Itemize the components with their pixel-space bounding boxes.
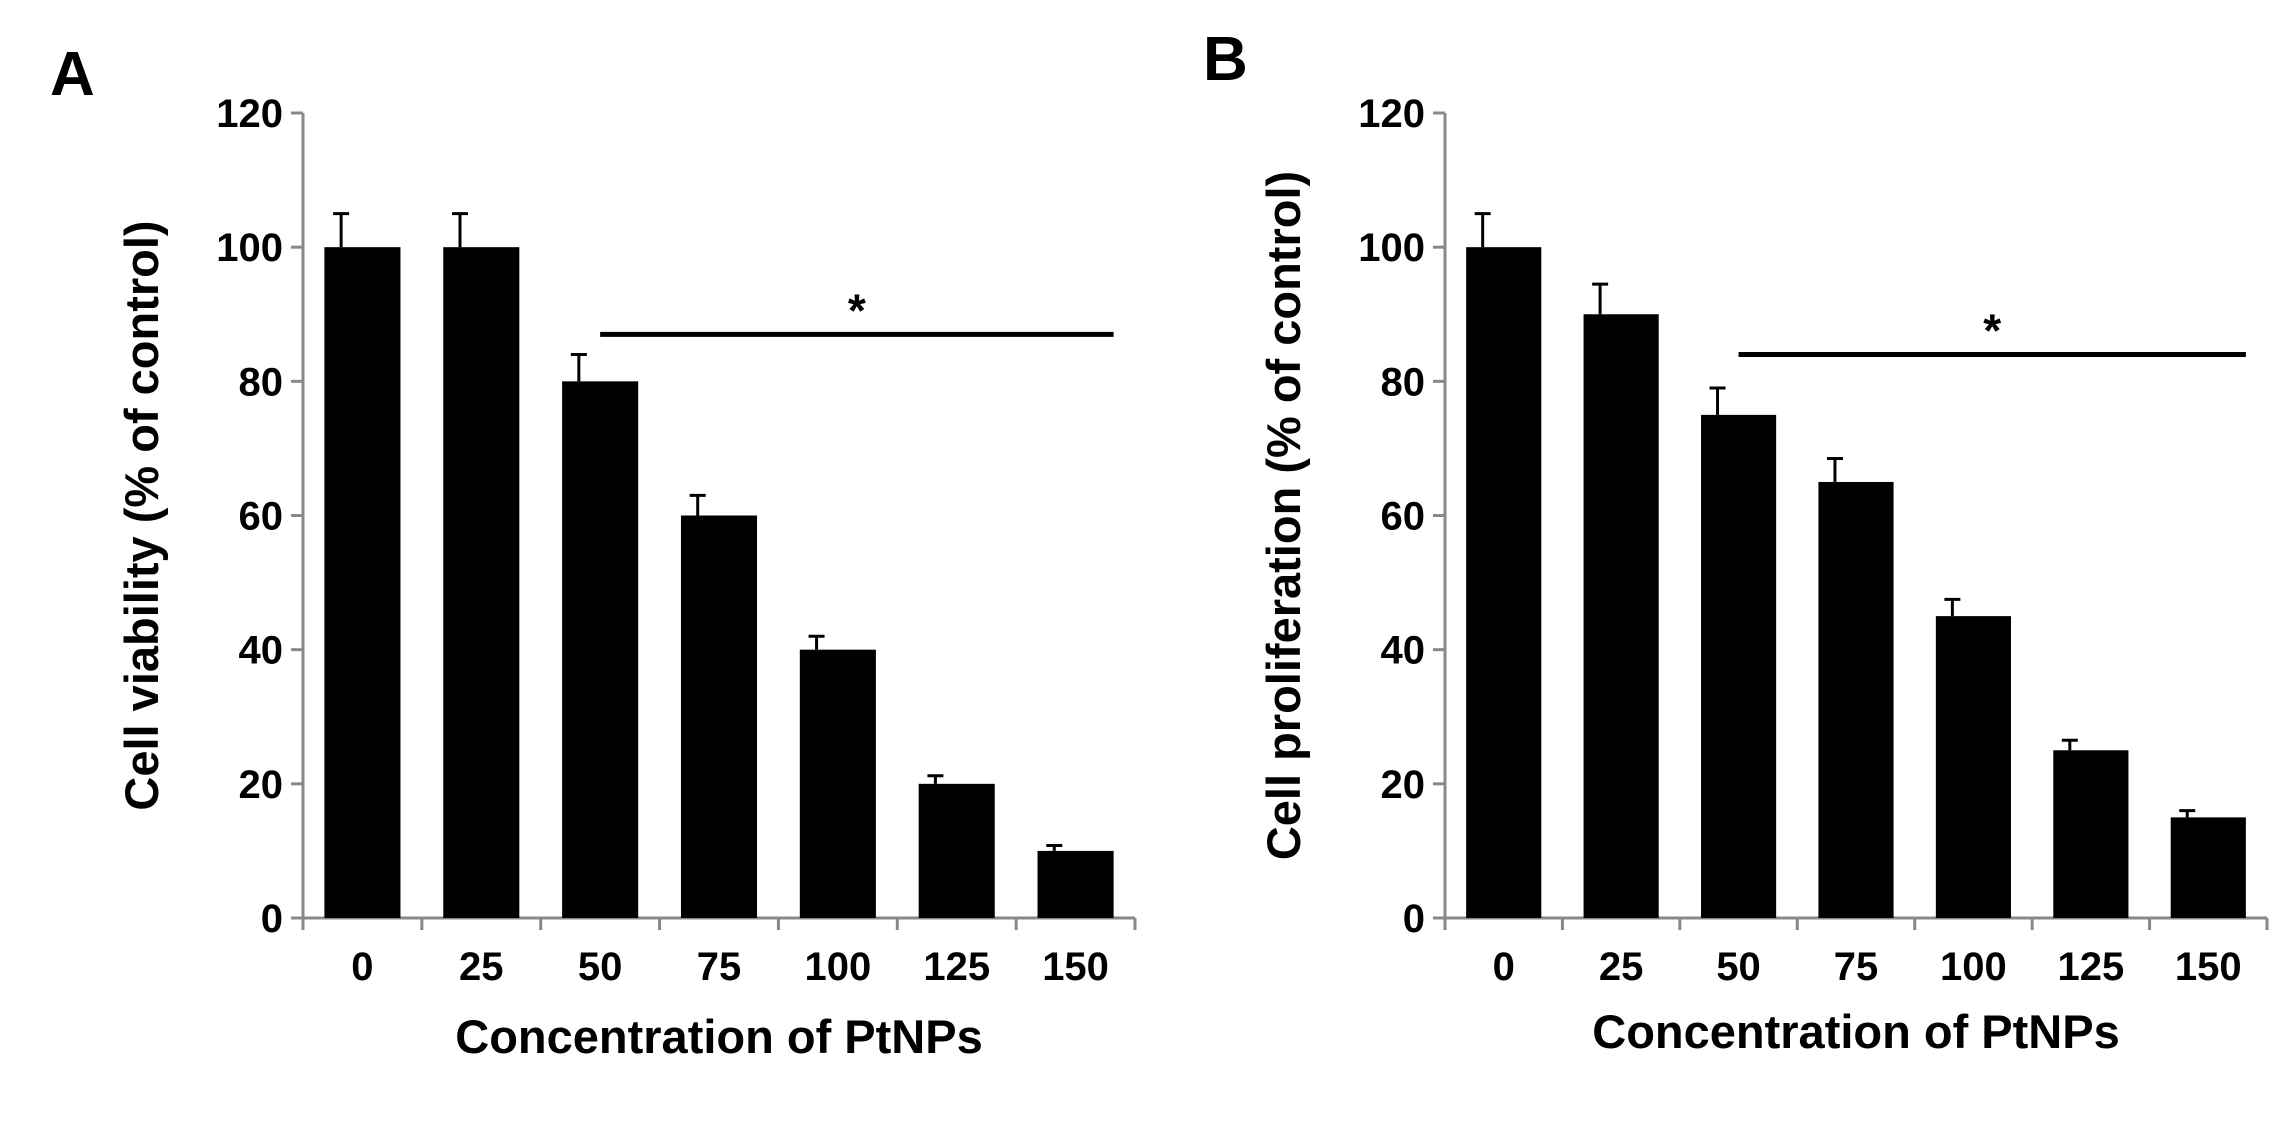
bar [443,247,520,918]
chart-panel-b: B Cell proliferation (% of control) Conc… [1145,0,2285,1123]
plot-area-a: 0 20 40 60 80 100 120 0 25 50 75 100 125 150 * [216,92,1137,989]
x-tick-label: 125 [2057,945,2124,989]
x-tick-label: 75 [697,945,742,989]
significance-star: * [848,284,866,336]
y-tick-label: 120 [216,92,283,136]
x-tick-label: 0 [351,945,373,989]
y-tick-label: 80 [239,360,284,404]
y-tick-label: 60 [239,495,284,539]
x-tick-label: 75 [1834,945,1879,989]
y-tick-label: 40 [239,629,284,673]
y-tick-label: 0 [1403,897,1425,941]
y-tick-label: 0 [261,897,283,941]
bar [562,381,639,918]
bar [1466,247,1542,918]
panel-label-a: A [50,40,95,109]
chart-a-svg: A Cell viability (% of control) Concentr… [50,40,1137,1063]
y-tick-label: 120 [1358,92,1425,136]
chart-b-svg: B Cell proliferation (% of control) Conc… [1203,25,2269,1058]
plot-area-b: 0 20 40 60 80 100 120 0 25 50 75 100 125 150 * [1358,92,2269,989]
y-tick-label: 100 [1358,226,1425,270]
bar [2170,817,2246,918]
x-tick-label: 150 [2175,945,2242,989]
y-tick-label: 20 [239,763,284,807]
y-tick-label: 100 [216,226,283,270]
x-axis-title-a: Concentration of PtNPs [455,1010,982,1063]
x-tick-label: 100 [804,945,871,989]
panel-label-b: B [1203,25,1248,94]
bar [1583,314,1659,918]
x-tick-label: 25 [1599,945,1644,989]
y-tick-label: 80 [1381,360,1426,404]
x-tick-label: 100 [1940,945,2007,989]
x-tick-label: 125 [923,945,990,989]
y-tick-label: 60 [1381,495,1426,539]
y-tick-label: 20 [1381,763,1426,807]
y-axis-title-b: Cell proliferation (% of control) [1257,171,1310,860]
significance-star: * [1983,305,2001,357]
x-tick-label: 0 [1493,945,1515,989]
bar [1818,481,1894,918]
x-axis-title-b: Concentration of PtNPs [1592,1005,2119,1058]
x-tick-label: 150 [1042,945,1109,989]
bar [1037,850,1114,918]
bar [799,649,876,918]
x-tick-label: 25 [459,945,504,989]
y-axis-title-a: Cell viability (% of control) [115,220,168,810]
bar [1935,616,2012,918]
bar [918,783,995,918]
x-tick-label: 50 [1716,945,1761,989]
x-tick-label: 50 [578,945,623,989]
chart-panel-a: A Cell viability (% of control) Concentr… [0,0,1140,1123]
bar [324,247,401,918]
y-tick-label: 40 [1381,629,1426,673]
bar [2053,750,2129,918]
bar [1700,414,1777,918]
bar [680,515,758,918]
